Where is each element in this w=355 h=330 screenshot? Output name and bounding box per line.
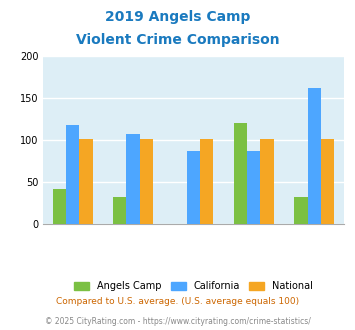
Bar xyxy=(294,197,307,224)
Bar xyxy=(140,139,153,224)
Text: 2019 Angels Camp: 2019 Angels Camp xyxy=(105,10,250,24)
Legend: Angels Camp, California, National: Angels Camp, California, National xyxy=(70,278,317,295)
Bar xyxy=(307,88,321,224)
Bar xyxy=(321,139,334,224)
Bar xyxy=(113,197,126,224)
Bar xyxy=(126,134,140,224)
Bar xyxy=(53,189,66,224)
Bar xyxy=(66,125,80,224)
Bar xyxy=(261,139,274,224)
Bar xyxy=(247,151,261,224)
Bar xyxy=(187,151,200,224)
Text: © 2025 CityRating.com - https://www.cityrating.com/crime-statistics/: © 2025 CityRating.com - https://www.city… xyxy=(45,317,310,326)
Bar xyxy=(200,139,213,224)
Bar xyxy=(234,123,247,224)
Bar xyxy=(80,139,93,224)
Text: Compared to U.S. average. (U.S. average equals 100): Compared to U.S. average. (U.S. average … xyxy=(56,297,299,306)
Text: Violent Crime Comparison: Violent Crime Comparison xyxy=(76,33,279,47)
